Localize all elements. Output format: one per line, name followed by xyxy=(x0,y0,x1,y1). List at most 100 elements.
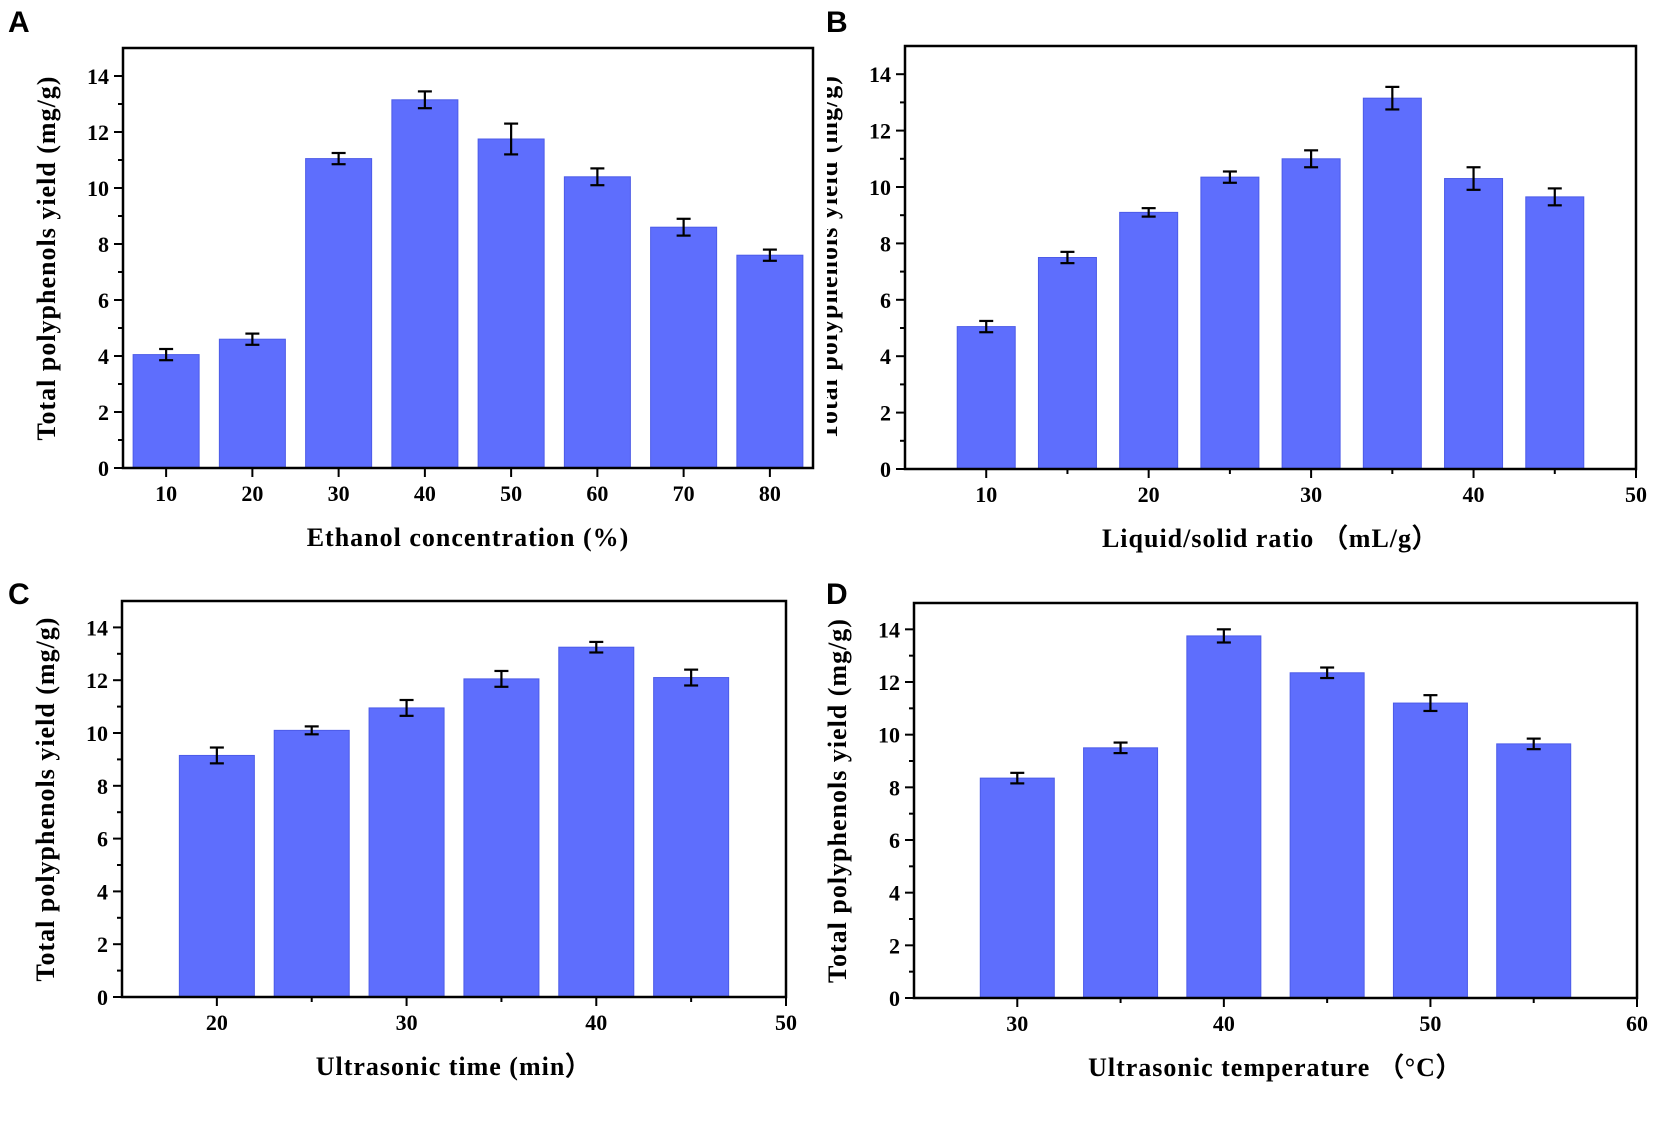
bar xyxy=(1037,257,1097,470)
x-tick-label: 70 xyxy=(673,481,695,506)
x-tick-label: 50 xyxy=(775,1010,797,1035)
x-tick-label: 10 xyxy=(975,482,997,507)
bar xyxy=(1496,743,1572,999)
y-axis-title: Total polyphenols yield (mg/g) xyxy=(827,75,843,440)
x-tick-label: 40 xyxy=(414,481,436,506)
x-tick-label: 50 xyxy=(1625,482,1647,507)
bar xyxy=(1281,158,1341,470)
chart-panel-a: 0 2 4 6 8 10 12 14 10 20 30 40 50 60 70 80 Ethanol conce… xyxy=(32,46,815,552)
bar xyxy=(132,354,200,469)
x-axis-title: Ultrasonic temperature （°C） xyxy=(1088,1053,1463,1082)
y-tick-label: 8 xyxy=(98,232,109,257)
bar xyxy=(1525,196,1585,470)
x-tick-label: 30 xyxy=(328,481,350,506)
y-tick-label: 4 xyxy=(98,344,109,369)
bar xyxy=(558,646,635,998)
x-tick-label: 20 xyxy=(241,481,263,506)
bar xyxy=(391,99,459,469)
bar xyxy=(1083,747,1159,999)
bar xyxy=(218,338,286,469)
y-tick-label: 14 xyxy=(878,617,900,642)
y-tick-label: 14 xyxy=(87,64,109,89)
y-tick-label: 12 xyxy=(86,668,108,693)
y-tick-label: 6 xyxy=(97,827,108,852)
chart-panel-c: 0 2 4 6 8 10 12 14 20 30 40 50 Ultrasonic time (min）… xyxy=(31,599,797,1081)
y-tick-label: 2 xyxy=(880,401,891,426)
x-tick-label: 60 xyxy=(1626,1011,1648,1036)
y-tick-label: 0 xyxy=(98,456,109,481)
bar xyxy=(273,729,350,998)
y-tick-label: 10 xyxy=(869,175,891,200)
y-axis-title: Total polyphenols yield (mg/g) xyxy=(31,617,60,982)
y-tick-label: 10 xyxy=(878,723,900,748)
y-tick-label: 0 xyxy=(97,985,108,1010)
y-tick-label: 12 xyxy=(878,670,900,695)
y-tick-label: 8 xyxy=(880,231,891,256)
y-tick-label: 12 xyxy=(87,120,109,145)
x-axis-title: Ethanol concentration (%) xyxy=(307,523,630,552)
y-tick-label: 2 xyxy=(98,400,109,425)
y-tick-label: 14 xyxy=(86,615,108,640)
x-tick-label: 30 xyxy=(1300,482,1322,507)
y-tick-label: 8 xyxy=(889,775,900,800)
panel-label-d: D xyxy=(826,578,848,611)
bar xyxy=(305,158,373,469)
bar xyxy=(956,326,1016,470)
panel-label-b: B xyxy=(826,6,848,39)
y-tick-label: 6 xyxy=(889,828,900,853)
bar xyxy=(463,678,540,998)
plot-frame xyxy=(912,601,1639,1000)
bar xyxy=(1362,97,1422,470)
x-tick-label: 20 xyxy=(206,1010,228,1035)
bar xyxy=(1200,176,1260,470)
x-tick-label: 40 xyxy=(1213,1011,1235,1036)
y-axis-title: Total polyphenols yield (mg/g) xyxy=(827,618,852,983)
y-tick-label: 6 xyxy=(880,288,891,313)
bar xyxy=(563,176,631,469)
plot-frame xyxy=(903,44,1638,471)
chart-panel-d: 0 2 4 6 8 10 12 14 30 40 50 60 Ultrasonic temperatur… xyxy=(827,601,1648,1082)
x-axis-title: Liquid/solid ratio （mL/g） xyxy=(1102,524,1439,553)
y-tick-label: 0 xyxy=(889,986,900,1011)
bar xyxy=(979,777,1055,999)
x-tick-label: 40 xyxy=(1463,482,1485,507)
panel-label-a: A xyxy=(8,6,30,39)
y-tick-label: 10 xyxy=(87,176,109,201)
x-tick-label: 60 xyxy=(586,481,608,506)
y-tick-label: 12 xyxy=(869,119,891,144)
x-tick-label: 40 xyxy=(585,1010,607,1035)
bar xyxy=(1444,178,1504,470)
x-tick-label: 80 xyxy=(759,481,781,506)
x-tick-label: 30 xyxy=(1006,1011,1028,1036)
y-tick-label: 14 xyxy=(869,62,891,87)
x-tick-label: 10 xyxy=(155,481,177,506)
y-tick-label: 8 xyxy=(97,774,108,799)
y-tick-label: 4 xyxy=(97,879,108,904)
x-tick-label: 30 xyxy=(396,1010,418,1035)
plot-frame xyxy=(121,46,815,470)
bar xyxy=(653,677,730,998)
bar xyxy=(650,226,718,469)
bar xyxy=(1392,702,1468,999)
bar xyxy=(1186,635,1262,999)
y-tick-label: 0 xyxy=(880,457,891,482)
bar xyxy=(178,754,255,998)
y-tick-label: 2 xyxy=(889,933,900,958)
bar xyxy=(477,138,545,469)
y-tick-label: 4 xyxy=(889,881,900,906)
x-tick-label: 20 xyxy=(1138,482,1160,507)
chart-panel-b: 0 2 4 6 8 10 12 14 10 20 30 40 50 Liquid/solid ratio … xyxy=(827,44,1647,553)
bar xyxy=(368,707,445,998)
bar xyxy=(1289,672,1365,999)
y-tick-label: 2 xyxy=(97,932,108,957)
x-axis-title: Ultrasonic time (min） xyxy=(316,1052,593,1081)
y-tick-label: 4 xyxy=(880,344,891,369)
bar xyxy=(1119,211,1179,470)
panel-label-c: C xyxy=(8,578,30,611)
bar xyxy=(736,254,804,469)
y-tick-label: 10 xyxy=(86,721,108,746)
x-tick-label: 50 xyxy=(1419,1011,1441,1036)
y-tick-label: 6 xyxy=(98,288,109,313)
plot-frame xyxy=(120,599,788,999)
y-axis-title: Total polyphenols yield (mg/g) xyxy=(32,76,61,441)
